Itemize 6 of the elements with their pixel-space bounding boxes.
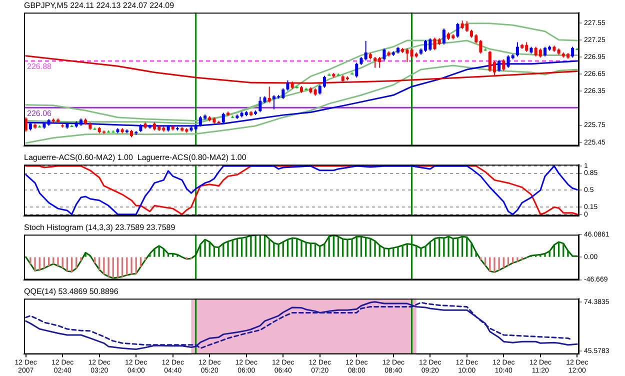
chart-title: GBPJPY,M5 224.11 224.13 224.07 224.09: [24, 1, 175, 10]
ref-line-label: 226.06: [27, 108, 52, 118]
chart-title: QQE(14) 53.4869 50.8896: [24, 287, 119, 296]
chart-title: Stoch Histogram (14,3,3) 23.7589 23.7589: [24, 223, 176, 232]
ref-line-label: 226.88: [27, 62, 52, 72]
chart-title: Laguerre-ACS(0.60-MA2) 1.00 Laguerre-ACS(0.80-MA2) 1.00: [24, 153, 247, 162]
